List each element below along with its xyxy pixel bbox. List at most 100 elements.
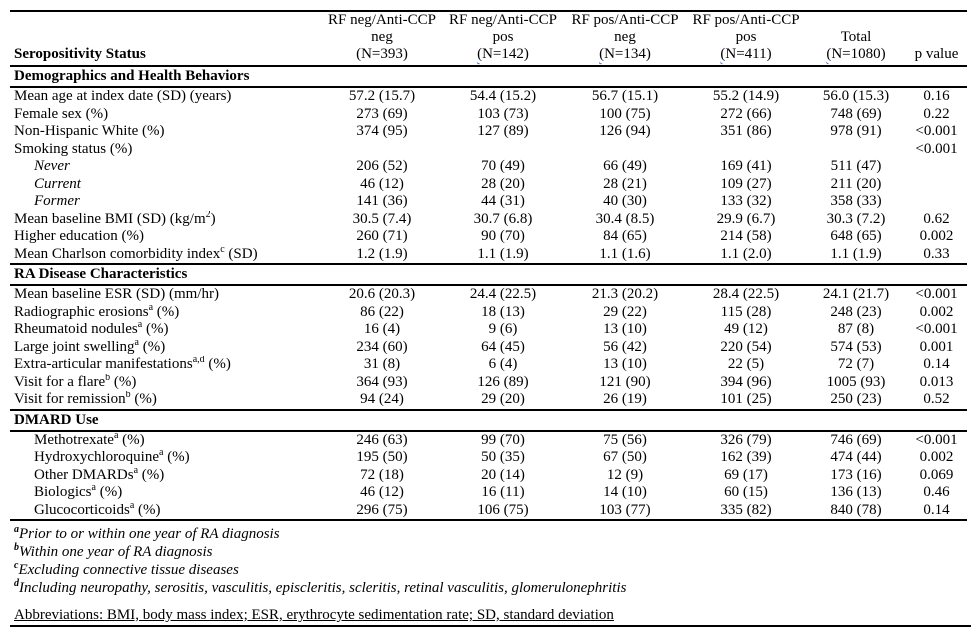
table-row: Former 141 (36) 44 (31) 40 (30) 133 (32) 358 … — [10, 193, 967, 211]
data-cell: 60 (15) — [724, 484, 768, 500]
section-title: RA Disease Characteristics — [10, 263, 967, 286]
data-cell: 374 (95) — [356, 123, 408, 139]
data-cell: 72 (7) — [837, 356, 875, 372]
p-value-cell — [906, 193, 967, 211]
table-row: Visit for a flareb (%) 364 (93) 126 (89) 12… — [10, 374, 967, 392]
row-label: Rheumatoid nodulesa (%) — [14, 321, 169, 337]
data-cell: 648 (65) — [830, 228, 882, 244]
data-cell: 30.7 (6.8) — [473, 210, 533, 227]
column-header: RF neg/Anti-CCP pos (N=142) — [442, 11, 564, 67]
row-label: Mean baseline ESR (SD) (mm/hr) — [14, 286, 219, 302]
superscript-marker: a — [91, 484, 96, 493]
data-cell: 30.3 (7.2) — [826, 210, 886, 227]
data-cell: 16 (4) — [363, 321, 401, 337]
data-cell: 326 (79) — [720, 431, 772, 448]
superscript-marker: a — [158, 449, 164, 458]
row-label: Higher education (%) — [14, 228, 144, 244]
data-cell: 84 (65) — [603, 228, 647, 244]
data-cell: 86 (22) — [360, 303, 404, 320]
data-cell — [322, 141, 442, 159]
data-cell: 173 (16) — [830, 466, 882, 483]
table-header-row: Seropositivity Status RF neg/Anti-CCP neg(… — [10, 11, 967, 67]
row-label: Glucocorticoidsa (%) — [34, 501, 161, 518]
data-cell: 1005 (93) — [826, 373, 886, 390]
data-cell: 296 (75) — [356, 501, 408, 518]
data-cell: 46 (12) — [360, 175, 404, 192]
abbreviations-note: Abbreviations: BMI, body mass index; ESR… — [10, 606, 971, 627]
data-cell: 394 (96) — [720, 373, 772, 390]
data-cell: 72 (18) — [360, 466, 404, 483]
row-label: Mean Charlson comorbidity indexc (SD) — [14, 245, 258, 262]
data-cell: 69 (17) — [724, 466, 768, 483]
footnote-text: Excluding connective tissue diseases — [18, 562, 239, 578]
grammar-squiggle: ( — [599, 46, 605, 62]
superscript-marker: a,d — [192, 356, 205, 365]
p-value-cell: <0.001 — [915, 140, 958, 157]
results-table: Seropositivity Status RF neg/Anti-CCP neg(… — [10, 10, 967, 521]
data-cell: 234 (60) — [356, 338, 408, 355]
footnote-marker: d — [14, 578, 19, 589]
section-header-row: Demographics and Health Behaviors — [10, 65, 967, 88]
data-cell: 66 (49) — [603, 158, 647, 174]
data-cell: 126 (89) — [477, 373, 529, 390]
data-cell: 90 (70) — [481, 228, 525, 244]
data-cell: 109 (27) — [720, 175, 772, 192]
p-value-cell: 0.002 — [919, 449, 954, 465]
p-value-cell — [906, 176, 967, 194]
data-cell: 1.1 (2.0) — [720, 245, 772, 262]
data-cell: 351 (86) — [720, 123, 772, 139]
data-cell: 29 (20) — [481, 391, 525, 407]
table-row: Smoking status (%) <0.001 — [10, 141, 967, 159]
table-row: Biologicsa (%) 46 (12) 16 (11) 14 (10) 60 (1… — [10, 484, 967, 502]
data-cell: 103 (73) — [477, 105, 529, 122]
footnote-text: Prior to or within one year of RA diagno… — [19, 526, 280, 542]
footnote: bWithin one year of RA diagnosis — [14, 543, 977, 561]
data-cell: 50 (35) — [481, 449, 525, 465]
data-cell: 46 (12) — [360, 484, 404, 500]
data-cell: 13 (10) — [603, 321, 647, 337]
data-cell: 57.2 (15.7) — [348, 88, 416, 104]
data-cell: 24.1 (21.7) — [822, 286, 890, 302]
superscript-marker: b — [125, 391, 131, 400]
data-cell: 56.7 (15.1) — [591, 88, 659, 104]
column-header: RF pos/Anti-CCP pos (N=411) — [686, 11, 806, 67]
results-table-body: Seropositivity Status RF neg/Anti-CCP neg(… — [10, 11, 967, 520]
data-cell: 40 (30) — [603, 193, 647, 209]
section-header-row: DMARD Use — [10, 408, 967, 432]
table-row: Glucocorticoidsa (%) 296 (75) 106 (75) 103 … — [10, 502, 967, 521]
row-label: Never — [34, 158, 70, 174]
superscript-marker: a — [133, 466, 139, 476]
data-cell: 574 (53) — [830, 338, 882, 355]
data-cell — [686, 141, 806, 159]
data-cell: 6 (4) — [488, 356, 518, 372]
section-title: DMARD Use — [10, 408, 967, 432]
column-n-label: (N=1080) — [826, 46, 886, 62]
footnotes: aPrior to or within one year of RA diagn… — [10, 521, 977, 597]
superscript-marker: a — [148, 303, 154, 313]
data-cell: 99 (70) — [481, 431, 525, 448]
data-cell: 246 (63) — [356, 431, 408, 448]
p-value-header: p value — [906, 11, 967, 67]
data-cell: 21.3 (20.2) — [591, 286, 659, 302]
data-cell: 9 (6) — [488, 321, 518, 337]
footnote-marker: b — [14, 542, 19, 553]
p-value-cell: <0.001 — [915, 431, 958, 448]
footnote-text: Including neuropathy, serositis, vasculi… — [19, 580, 627, 596]
data-cell: 29.9 (6.7) — [716, 210, 776, 227]
table-row: Current 46 (12) 28 (20) 28 (21) 109 (27) 211 … — [10, 176, 967, 194]
data-cell: 14 (10) — [603, 484, 647, 500]
data-cell: 273 (69) — [356, 105, 408, 122]
grammar-squiggle: ( — [477, 46, 483, 62]
table-row: Mean baseline BMI (SD) (kg/m2) 30.5 (7.4)… — [10, 211, 967, 229]
table-row: Hydroxychloroquinea (%) 195 (50) 50 (35) 67… — [10, 449, 967, 467]
data-cell: 100 (75) — [599, 105, 651, 122]
superscript-marker: a — [129, 501, 135, 511]
p-value-cell: 0.14 — [923, 501, 950, 518]
p-value-cell: 0.001 — [919, 338, 954, 355]
seropositivity-status-title: Seropositivity Status — [14, 46, 146, 62]
section-header-row: RA Disease Characteristics — [10, 263, 967, 286]
data-cell: 169 (41) — [720, 158, 772, 174]
row-label: Current — [34, 175, 81, 192]
p-value-cell: <0.001 — [915, 286, 958, 302]
